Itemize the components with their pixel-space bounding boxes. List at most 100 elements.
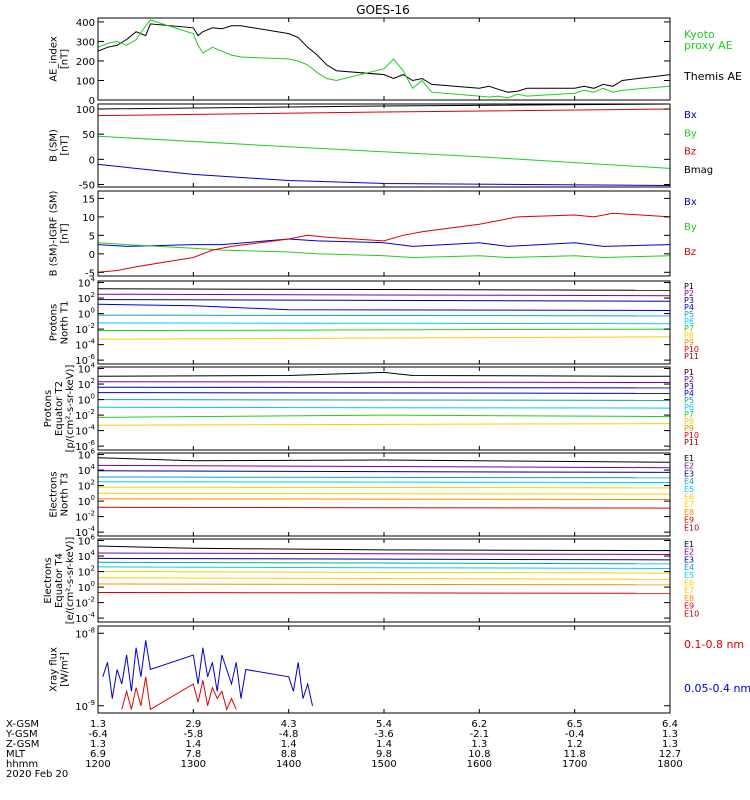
panel-1-ylabel: AE_index [49,36,60,82]
panel-7-ytick-label: 106 [78,534,96,548]
panel-1-ytick-label: 300 [76,37,95,48]
panel-3: -5 0 5 10 15 B (SM)-IGRF (SM) [nT] Bx By Bz [49,190,697,279]
panel-4-legend-p5: P5 [684,310,694,319]
ephem-value: -4.8 [279,729,299,740]
panel-2-ylabel: [nT] [60,135,71,155]
panel-8-legend-0-05-0-4-nm: 0.05-0.4 nm [684,682,750,695]
panel-4-series-p8 [98,336,670,340]
panel-7-series-e8 [98,583,670,586]
panel-6-series-e3 [98,470,670,473]
panel-6-series-e8 [98,498,670,500]
panel-4-series-p6 [98,322,670,325]
panel-7-ylabel: Equator T4 [54,553,65,608]
ephem-value: 1400 [276,759,301,770]
panel-6-series-e6 [98,486,670,489]
panel-7-ylabel: [e/(cm²-s-sr-keV)] [65,537,76,625]
ephem-value: 1800 [657,759,682,770]
panel-5-legend-p2: P2 [684,375,694,384]
panel-2-legend-bmag: Bmag [684,165,713,176]
panel-7-series-e6 [98,571,670,574]
ephem-value: 6.4 [662,719,678,730]
panel-8-ylabel: Xray flux [49,647,60,692]
panel-5-legend-p6: P6 [684,403,694,412]
ephem-value: 1.4 [185,739,201,750]
panel-8: 10-8 10-9 Xray flux [W/m²] 0.1-0.8 nm 0.05-0.… [49,625,750,714]
ephem-value: -3.6 [374,729,394,740]
panel-5-ylabel: Protons [43,390,54,427]
panel-5-legend-p7: P7 [684,410,694,419]
panel-1-series-kyoto-proxy-ae [98,19,670,99]
panel-7-legend-e2: E2 [684,548,694,557]
ephem-value: 1.3 [90,719,106,730]
panel-5-legend-p4: P4 [684,389,694,398]
panel-1-ylabel: [nT] [60,49,71,69]
panel-4-ytick-label: 10-2 [75,322,95,336]
panel-1-ytick-label: 200 [76,57,95,68]
ephem-value: -2.1 [470,729,490,740]
panel-5-series-p7 [98,414,670,418]
panel-8-series-0-1-0-8-nm [121,676,237,711]
panel-3-ytick-label: -5 [85,268,95,279]
ephem-label-mlt: MLT [6,749,26,760]
panel-5-legend-p10: P10 [684,431,699,440]
panel-5-ylabel: Equator T2 [54,381,65,436]
panel-4-series-p3 [98,299,670,302]
panel-4-legend-p4: P4 [684,303,694,312]
ephem-value: -5.8 [184,729,204,740]
panel-6-series-e1 [98,457,670,463]
panel-7-series-e3 [98,557,670,561]
panel-1-ytick-label: 400 [76,18,95,29]
panel-5-ytick-label: 102 [78,377,95,391]
panel-2-series-by [98,135,670,169]
ephem-value: 1.3 [471,739,487,750]
panel-3-ylabel: B (SM)-IGRF (SM) [49,191,60,277]
panel-4-legend-p10: P10 [684,345,699,354]
panel-4-ytick-label: 104 [78,276,96,290]
ephem-value: 9.8 [376,749,392,760]
panel-6-legend-e4: E4 [684,477,694,486]
panel-3-series-by [98,242,670,259]
panel-2-frame [97,103,671,188]
ephem-value: 4.3 [281,719,297,730]
panel-4-legend-p11: P11 [684,352,699,361]
panel-7-series-e4 [98,561,670,565]
panel-5-legend-p8: P8 [684,417,694,426]
panel-5-ytick-label: 104 [78,362,96,376]
panel-6-legend-e10: E10 [684,523,699,532]
panel-3-frame [97,190,671,277]
panel-6-series-e2 [98,464,670,469]
panel-4-legend-p3: P3 [684,296,694,305]
panel-2: -50 0 50 100 B (SM) [nT] Bx By Bz Bmag [49,103,713,191]
ephem-value: 1.4 [281,739,297,750]
panel-5-ytick-label: 10-4 [75,424,95,438]
panel-4-series-p7 [98,328,670,332]
panel-7-ytick-label: 104 [78,549,96,563]
panel-4-series-p5 [98,314,670,317]
panel-2-ytick-label: 100 [76,105,95,116]
ephem-value: 8.8 [281,749,297,760]
ephem-value: 12.7 [659,749,681,760]
panel-4-series-p1 [98,288,670,291]
panel-2-ytick-label: 50 [82,130,95,141]
panel-1-legend-kyoto: Kyoto [684,28,715,41]
panel-6-legend-e5: E5 [684,485,694,494]
panel-2-ylabel: B (SM) [49,129,60,162]
ephem-value: -6.4 [88,729,108,740]
panel-7-ytick-label: 10-2 [75,596,95,610]
ephem-value: 1.3 [662,739,678,750]
ephem-value: 1.3 [90,739,106,750]
panel-6-legend-e3: E3 [684,469,694,478]
panel-4-ylabel: North T1 [60,301,71,345]
panel-2-ytick-label: -50 [79,180,95,191]
panel-7-legend-e10: E10 [684,609,699,618]
ephem-value: 6.5 [567,719,583,730]
ephem-value: 1.4 [376,739,392,750]
ephem-value: 11.8 [564,749,586,760]
panel-4-frame [97,280,671,365]
ephem-value: 10.8 [468,749,490,760]
panel-5-legend-p1: P1 [684,368,694,377]
panel-8-ytick-label: 10-8 [75,626,95,640]
panel-3-ytick-label: 0 [89,250,95,261]
